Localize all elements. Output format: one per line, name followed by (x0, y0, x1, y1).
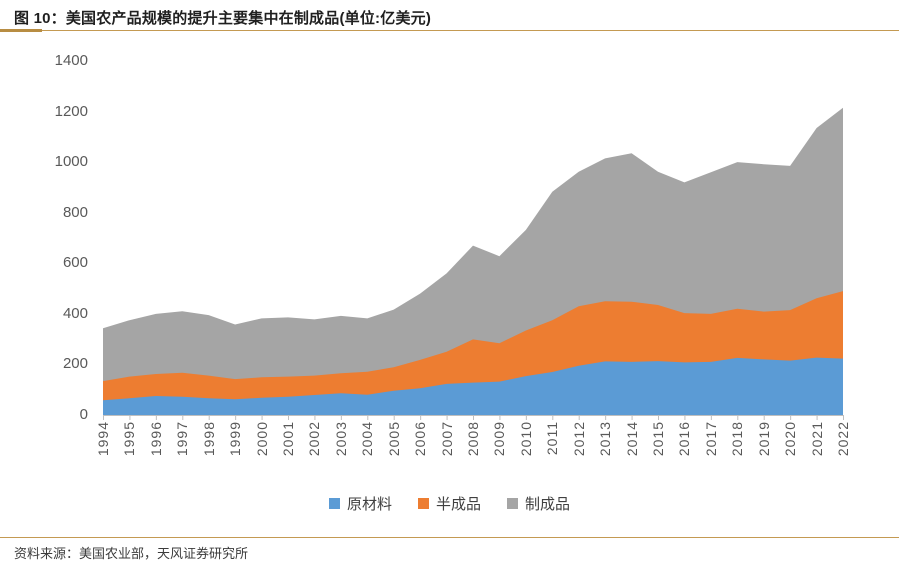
y-axis-label: 1200 (54, 102, 88, 120)
y-axis-label: 800 (62, 203, 88, 221)
x-axis-label: 2011 (544, 421, 561, 456)
chart-plot-area (103, 107, 844, 420)
title-divider-accent (0, 29, 42, 32)
x-axis-label: 2013 (597, 421, 614, 457)
x-axis-label: 1994 (95, 421, 111, 457)
stacked-area-chart: 0 200 400 600 800 1000 1200 1400 1994 1995 1996 19… (0, 40, 899, 520)
x-axis-label: 2009 (491, 421, 508, 457)
x-axis-label: 2001 (280, 421, 296, 457)
x-axis-label: 2012 (570, 421, 587, 457)
x-axis-label: 1996 (147, 421, 164, 457)
legend-label-semi-finished: 半成品 (435, 496, 481, 513)
y-axis-label: 1400 (54, 52, 88, 69)
x-axis-label: 1998 (200, 421, 217, 457)
footer-divider (0, 537, 899, 538)
x-axis-label: 1995 (121, 421, 138, 457)
x-axis-label: 1999 (227, 421, 244, 457)
x-axis-label: 2008 (465, 421, 481, 457)
legend-item-semi-finished: 半成品 (417, 493, 481, 514)
y-axis-label: 600 (62, 254, 88, 272)
x-axis-label: 1997 (174, 421, 191, 457)
x-axis-label: 2004 (359, 421, 376, 457)
title-divider (0, 29, 899, 32)
legend-label-finished: 制成品 (525, 496, 571, 513)
x-axis-label: 2000 (253, 421, 270, 457)
x-axis-label: 2017 (702, 421, 719, 457)
legend-item-raw-material: 原材料 (328, 493, 392, 514)
x-axis-label: 2015 (650, 421, 666, 457)
legend-label-raw-material: 原材料 (346, 496, 392, 513)
x-axis-label: 2019 (755, 421, 772, 457)
x-axis-label: 2005 (385, 421, 402, 457)
figure-title: 图 10：美国农产品规模的提升主要集中在制成品(单位:亿美元) (14, 10, 432, 27)
x-axis-label: 2014 (623, 421, 640, 457)
source-note: 资料来源：美国农业部，天风证券研究所 (14, 546, 249, 561)
x-axis-label: 2018 (729, 421, 746, 457)
y-axis-label: 400 (62, 304, 88, 322)
y-axis-label: 200 (62, 355, 88, 373)
legend-swatch-raw-material (328, 498, 340, 509)
x-axis-label: 2020 (782, 421, 799, 457)
x-axis-label: 2007 (438, 421, 455, 457)
area-series-原材料 (103, 357, 843, 415)
x-axis-label: 2016 (676, 421, 693, 457)
chart-legend: 原材料 半成品 制成品 (0, 493, 899, 514)
x-axis-label: 2010 (517, 421, 534, 457)
x-axis-label: 2006 (412, 421, 429, 457)
legend-swatch-semi-finished (417, 498, 429, 509)
x-axis-label: 2021 (808, 421, 825, 457)
x-axis-label: 2003 (332, 421, 349, 457)
x-axis-label: 2022 (835, 421, 851, 457)
x-axis-label: 2002 (306, 421, 323, 457)
legend-swatch-finished (507, 498, 518, 509)
y-axis-label: 1000 (54, 153, 88, 171)
y-axis-label: 0 (79, 406, 88, 423)
legend-item-finished: 制成品 (507, 493, 570, 514)
